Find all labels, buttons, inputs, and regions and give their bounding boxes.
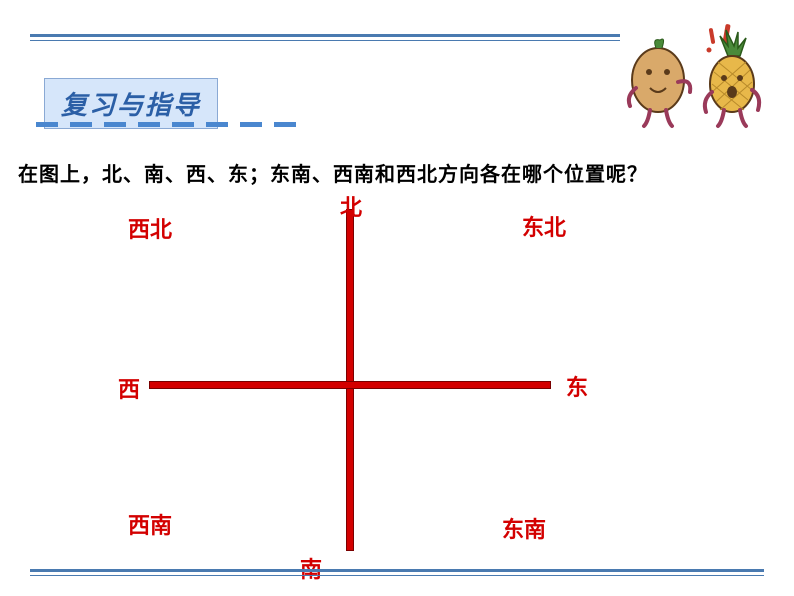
cartoon-characters [616, 22, 766, 132]
question-text: 在图上，北、南、西、东；东南、西南和西北方向各在哪个位置呢？ [18, 158, 648, 187]
pineapple-character [705, 30, 759, 126]
label-southwest: 西南 [128, 508, 172, 540]
top-rule-thick [30, 34, 620, 37]
bottom-rule-thick [30, 569, 764, 572]
label-southeast: 东南 [502, 512, 546, 544]
axis-horizontal [150, 382, 550, 388]
potato-character [629, 39, 690, 126]
bottom-rule-thin [30, 575, 764, 576]
label-northwest: 西北 [128, 212, 172, 244]
top-rule-thin [30, 40, 620, 41]
title-underline-dashes [36, 122, 296, 127]
label-north: 北 [340, 190, 362, 222]
compass-diagram: 北 南 西 东 西北 东北 西南 东南 [0, 190, 794, 570]
label-south: 南 [300, 552, 322, 584]
axis-vertical [347, 210, 353, 550]
label-west: 西 [118, 372, 140, 404]
label-northeast: 东北 [522, 210, 566, 242]
label-east: 东 [566, 370, 588, 402]
